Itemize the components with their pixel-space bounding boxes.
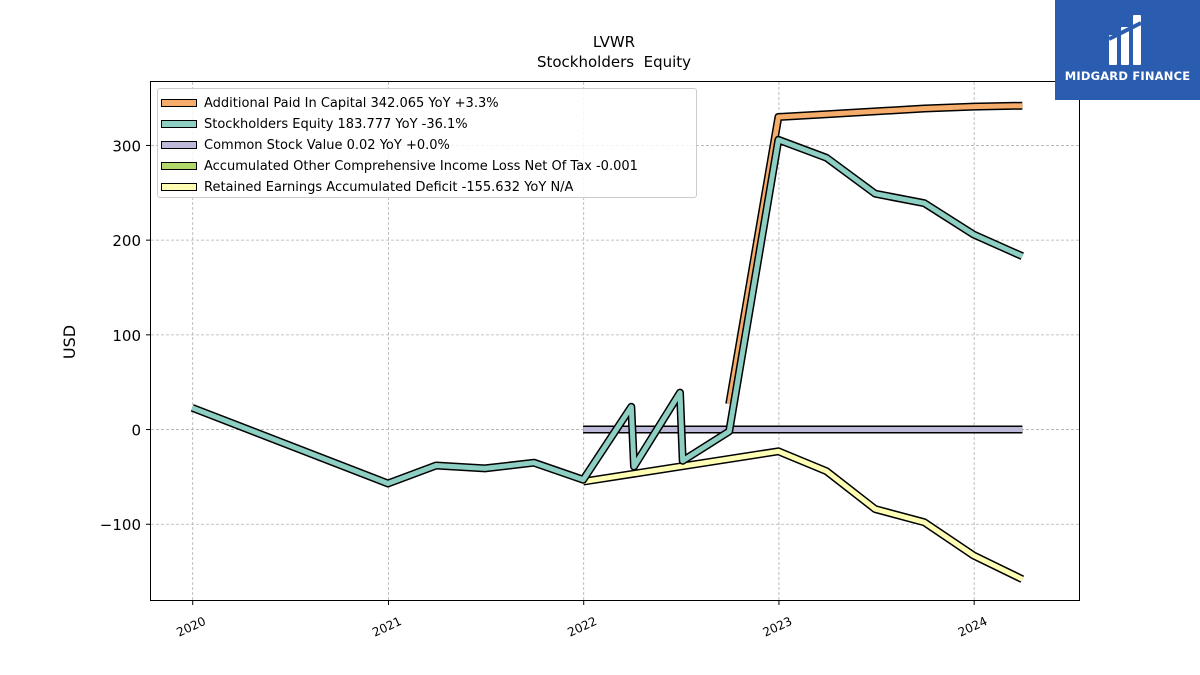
legend-swatch bbox=[161, 183, 197, 191]
legend-label: Additional Paid In Capital 342.065 YoY +… bbox=[204, 96, 499, 111]
legend-item-retained-earnings: Retained Earnings Accumulated Deficit -1… bbox=[158, 177, 696, 198]
legend-swatch bbox=[161, 120, 197, 128]
y-tick-label: 100 bbox=[112, 327, 141, 345]
chart-legend: Additional Paid In Capital 342.065 YoY +… bbox=[157, 88, 697, 198]
legend-item-additional-paid-in-capital: Additional Paid In Capital 342.065 YoY +… bbox=[158, 93, 696, 114]
legend-swatch bbox=[161, 141, 197, 149]
series-line-retained-earnings-accumulated-deficit bbox=[582, 448, 1024, 582]
y-tick-label: 300 bbox=[112, 137, 141, 155]
y-tick-label: 0 bbox=[131, 422, 141, 440]
legend-item-stockholders-equity: Stockholders Equity 183.777 YoY -36.1% bbox=[158, 114, 696, 135]
x-tick-label: 2023 bbox=[761, 614, 795, 640]
x-tick-label: 2022 bbox=[565, 614, 599, 640]
legend-item-accumulated-oci: Accumulated Other Comprehensive Income L… bbox=[158, 156, 696, 177]
x-tick-label: 2021 bbox=[370, 614, 404, 640]
y-tick-label: 200 bbox=[112, 232, 141, 250]
y-tick-label: −100 bbox=[100, 516, 141, 534]
chart-title: LVWR bbox=[593, 33, 635, 51]
brand-logo: MIDGARD FINANCE bbox=[1055, 0, 1200, 100]
legend-label: Common Stock Value 0.02 YoY +0.0% bbox=[204, 138, 450, 153]
logo-text: MIDGARD FINANCE bbox=[1064, 69, 1191, 83]
series-line-stockholders-equity bbox=[191, 137, 1024, 486]
legend-swatch bbox=[161, 99, 197, 107]
series-line-additional-paid-in-capital bbox=[726, 103, 1023, 405]
legend-label: Stockholders Equity 183.777 YoY -36.1% bbox=[204, 117, 468, 132]
series-layer bbox=[190, 101, 1025, 583]
x-tick-label: 2024 bbox=[956, 614, 990, 640]
x-tick-label: 2020 bbox=[174, 614, 208, 640]
legend-label: Retained Earnings Accumulated Deficit -1… bbox=[204, 180, 574, 195]
legend-swatch bbox=[161, 162, 197, 170]
legend-label: Accumulated Other Comprehensive Income L… bbox=[204, 159, 638, 174]
plot-frame bbox=[150, 81, 1080, 601]
chart-subtitle: Stockholders Equity bbox=[537, 53, 691, 71]
logo-mark-icon bbox=[1108, 15, 1142, 65]
y-axis-label: USD bbox=[60, 325, 79, 359]
legend-item-common-stock-value: Common Stock Value 0.02 YoY +0.0% bbox=[158, 135, 696, 156]
axes: −100 0 100 200 300 2020 2021 2022 2023 2024 bbox=[100, 137, 990, 639]
